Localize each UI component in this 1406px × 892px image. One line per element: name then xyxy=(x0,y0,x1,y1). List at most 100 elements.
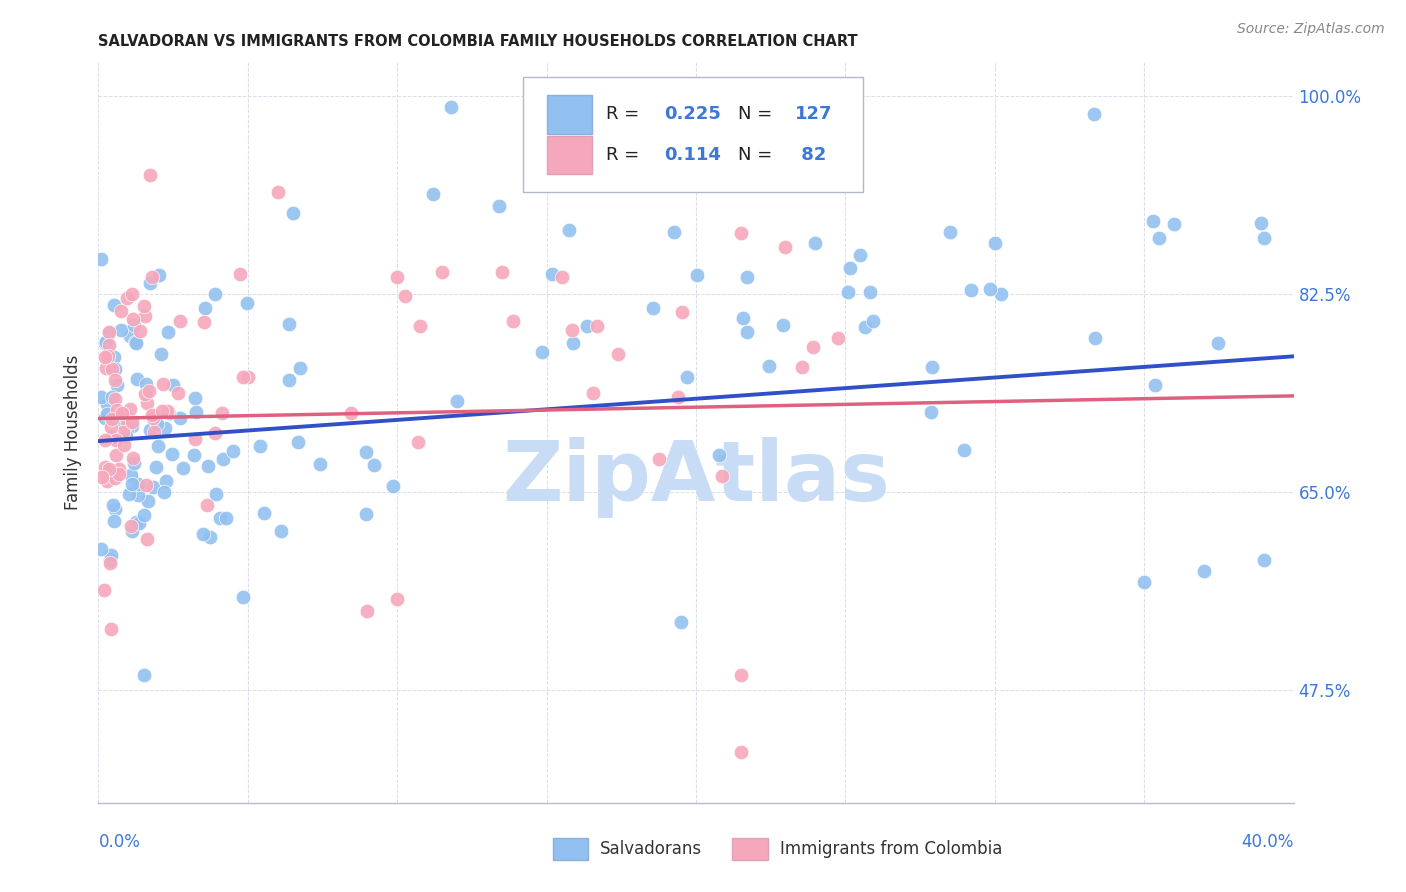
Point xyxy=(194,301,217,315)
Text: R =: R = xyxy=(606,146,645,164)
Point xyxy=(100,548,122,562)
Text: 40.0%: 40.0% xyxy=(1241,833,1294,851)
Point xyxy=(204,487,226,501)
Point xyxy=(671,305,693,319)
Point xyxy=(709,448,731,462)
Point xyxy=(156,404,179,418)
Point xyxy=(160,447,183,461)
Point xyxy=(129,324,152,338)
Point xyxy=(134,387,156,401)
Point xyxy=(1206,336,1229,351)
Point xyxy=(105,433,128,447)
FancyBboxPatch shape xyxy=(553,838,589,860)
Point xyxy=(200,530,222,544)
Point xyxy=(103,514,125,528)
Point xyxy=(440,100,463,114)
Point xyxy=(1192,564,1215,578)
Point xyxy=(1253,230,1275,244)
Point xyxy=(96,474,118,488)
Point xyxy=(211,452,233,467)
Point xyxy=(648,451,671,466)
Point xyxy=(120,518,142,533)
Point xyxy=(215,511,238,525)
Point xyxy=(1142,214,1164,228)
Point xyxy=(138,384,160,398)
Point xyxy=(849,247,872,261)
Point xyxy=(139,277,162,291)
Point xyxy=(94,335,117,350)
Point xyxy=(101,411,124,425)
Point xyxy=(960,283,983,297)
Point xyxy=(108,467,131,481)
Point xyxy=(100,420,122,434)
Point xyxy=(204,287,226,301)
Point xyxy=(156,325,179,339)
Point xyxy=(1250,216,1272,230)
Point xyxy=(139,423,162,437)
Point xyxy=(979,282,1001,296)
Point xyxy=(278,373,301,387)
FancyBboxPatch shape xyxy=(547,136,592,174)
Point xyxy=(267,186,290,200)
Text: 0.0%: 0.0% xyxy=(98,833,141,851)
Point xyxy=(184,432,207,446)
Point xyxy=(606,346,628,360)
Point xyxy=(135,377,157,392)
Point xyxy=(582,386,605,401)
Point xyxy=(141,269,163,284)
Point xyxy=(550,270,572,285)
Point xyxy=(150,404,173,418)
FancyBboxPatch shape xyxy=(733,838,768,860)
Point xyxy=(186,404,208,418)
Point xyxy=(270,524,292,538)
Point xyxy=(920,405,942,419)
Point xyxy=(118,328,141,343)
Point xyxy=(117,410,139,425)
Point xyxy=(792,360,814,375)
Point xyxy=(363,458,385,472)
Point xyxy=(287,435,309,450)
Point xyxy=(115,291,138,305)
Point xyxy=(488,199,510,213)
Point xyxy=(112,438,135,452)
Point xyxy=(157,406,180,420)
Point xyxy=(586,319,609,334)
Point xyxy=(90,252,112,266)
Point xyxy=(146,439,169,453)
Text: 0.114: 0.114 xyxy=(664,146,721,164)
Point xyxy=(103,297,125,311)
Point xyxy=(252,506,274,520)
Point xyxy=(104,501,127,516)
Point xyxy=(735,325,758,339)
Point xyxy=(558,223,581,237)
Point xyxy=(96,465,118,479)
Point xyxy=(990,286,1012,301)
Point xyxy=(117,417,139,432)
Point xyxy=(385,592,409,607)
Point xyxy=(236,296,259,310)
Point xyxy=(772,318,794,332)
Point xyxy=(135,478,157,492)
Point xyxy=(422,187,444,202)
Point xyxy=(105,402,128,417)
Point xyxy=(142,409,165,423)
Point xyxy=(1144,378,1167,392)
Point xyxy=(1083,107,1105,121)
Point xyxy=(132,508,155,523)
Point xyxy=(110,303,132,318)
Point xyxy=(118,487,141,501)
Point xyxy=(183,448,205,462)
Point xyxy=(675,370,697,384)
Point xyxy=(711,469,734,483)
Point xyxy=(90,542,112,557)
Point xyxy=(97,338,120,352)
Point xyxy=(139,168,162,182)
Point xyxy=(100,622,122,636)
Point xyxy=(93,459,115,474)
Point xyxy=(134,310,156,324)
Point xyxy=(561,323,583,337)
Point xyxy=(195,499,218,513)
Point xyxy=(97,326,120,340)
Point xyxy=(801,340,824,354)
Point xyxy=(104,362,127,376)
